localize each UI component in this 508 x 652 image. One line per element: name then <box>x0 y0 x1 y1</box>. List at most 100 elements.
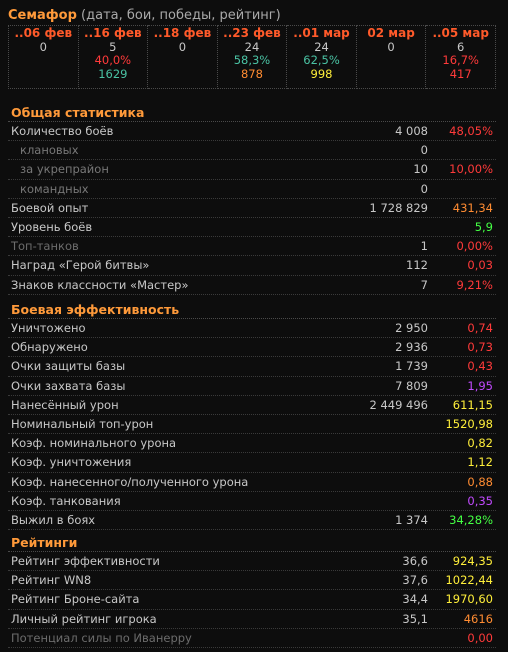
section-title: Рейтинги <box>8 534 496 552</box>
semafor-battles: 24 <box>314 39 329 54</box>
stat-label: за укрепрайон <box>20 162 109 177</box>
stat-label: Коэф. уничтожения <box>11 455 132 470</box>
stat-ratio: 4616 <box>463 611 493 626</box>
general-stats-section: Общая статистика Количество боёв 4 008 48,… <box>8 104 496 295</box>
stat-label: Рейтинг Броне-сайта <box>11 592 140 607</box>
stat-ratio: 5,9 <box>474 219 493 234</box>
semafor-winrate: 58,3% <box>233 53 271 67</box>
semafor-subtitle: (дата, бои, победы, рейтинг) <box>81 8 281 23</box>
semafor-date: ..16 фев <box>84 26 142 40</box>
stat-ratio: 431,34 <box>452 200 493 215</box>
semafor-row: ..06 фев 0 ..16 фев 5 40,0% 1629 ..18 фев 0 ..23… <box>8 25 496 89</box>
stat-value: 1 739 <box>395 359 428 374</box>
semafor-date: 02 мар <box>367 26 415 40</box>
semafor-header: Семафор (дата, бои, победы, рейтинг) <box>8 8 281 23</box>
stat-row: Рейтинг эффективности 36,6 924,35 <box>8 552 496 572</box>
stat-row: Рейтинг Броне-сайта 34,4 1970,60 <box>8 590 496 610</box>
semafor-cell: ..05 мар 6 16,7% 417 <box>425 25 496 89</box>
ratings-rows: Рейтинг эффективности 36,6 924,35 Рейтинг W… <box>8 552 496 648</box>
stat-ratio: 10,00% <box>449 162 493 177</box>
stat-label: Потенциал силы по Иванерру <box>11 630 192 645</box>
semafor-cell: ..06 фев 0 <box>8 25 79 89</box>
semafor-cell: 02 мар 0 <box>355 25 427 89</box>
stat-row: Потенциал силы по Иванерру 0,00 <box>8 629 496 648</box>
semafor-date: ..06 фев <box>14 26 73 40</box>
stat-ratio: 0,43 <box>467 359 493 374</box>
semafor-date: ..01 мар <box>293 26 350 40</box>
stat-ratio: 0,35 <box>467 493 493 508</box>
semafor-cell: ..01 мар 24 62,5% 998 <box>286 25 357 89</box>
stat-label: Личный рейтинг игрока <box>11 611 157 626</box>
stat-ratio: 1520,98 <box>445 416 493 431</box>
efficiency-rows: Уничтожено 2 950 0,74 Обнаружено 2 936 0,73 Оч… <box>8 319 496 531</box>
stat-ratio: 0,73 <box>467 340 493 355</box>
stat-row: Нанесённый урон 2 449 496 611,15 <box>8 396 496 415</box>
stat-ratio: 0,82 <box>467 436 493 451</box>
stat-ratio: 0,00 <box>467 630 493 645</box>
section-title: Общая статистика <box>8 104 496 122</box>
stat-label: Выжил в боях <box>11 512 96 527</box>
stat-row: Боевой опыт 1 728 829 431,34 <box>8 199 496 218</box>
stat-value: 1 <box>420 239 428 254</box>
stat-row: командных 0 <box>8 180 496 199</box>
semafor-winrate: 16,7% <box>442 53 479 67</box>
stat-value: 1 374 <box>395 512 428 527</box>
semafor-date: ..05 мар <box>432 26 489 40</box>
stat-row: Знаков классности «Мастер» 7 9,21% <box>8 276 496 295</box>
semafor-battles: 6 <box>457 39 465 54</box>
stat-ratio: 1970,60 <box>445 592 493 607</box>
stat-row: за укрепрайон 10 10,00% <box>8 160 496 180</box>
stat-ratio: 0,00% <box>456 239 493 254</box>
stat-label: Коэф. нанесенного/полученного урона <box>11 474 249 489</box>
stat-row: Наград «Герой битвы» 112 0,03 <box>8 256 496 276</box>
stat-value: 35,1 <box>402 611 428 626</box>
semafor-rating: 878 <box>240 66 263 81</box>
stat-ratio: 0,74 <box>467 321 493 335</box>
stat-value: 10 <box>413 162 428 177</box>
general-stats-rows: Количество боёв 4 008 48,05% клановых 0 за ук… <box>8 122 496 295</box>
stat-value: 0 <box>420 181 428 196</box>
stat-label: Боевой опыт <box>11 200 89 215</box>
stat-ratio: 1,95 <box>467 378 493 393</box>
stat-ratio: 34,28% <box>449 512 493 527</box>
stat-row: Номинальный топ-урон 1520,98 <box>8 415 496 435</box>
stat-ratio: 924,35 <box>452 554 493 568</box>
stat-row: Коэф. танкования 0,35 <box>8 492 496 511</box>
stat-row: Коэф. нанесенного/полученного урона 0,88 <box>8 473 496 492</box>
stat-label: клановых <box>20 143 79 158</box>
stat-ratio: 9,21% <box>456 277 493 292</box>
section-title: Боевая эффективность <box>8 301 496 319</box>
stat-row: Рейтинг WN8 37,6 1022,44 <box>8 571 496 591</box>
stat-row: Топ-танков 1 0,00% <box>8 237 496 257</box>
stat-value: 1 728 829 <box>369 200 428 215</box>
stat-row: Коэф. уничтожения 1,12 <box>8 453 496 473</box>
stat-label: Топ-танков <box>11 239 79 254</box>
stat-label: Очки захвата базы <box>11 378 126 393</box>
semafor-rating: 998 <box>310 66 333 81</box>
semafor-date: ..18 фев <box>153 26 212 40</box>
semafor-rating: 417 <box>449 66 472 81</box>
stat-label: Наград «Герой битвы» <box>11 258 150 273</box>
stat-label: Обнаружено <box>11 340 88 355</box>
stat-row: клановых 0 <box>8 141 496 161</box>
stat-label: Рейтинг WN8 <box>11 573 92 588</box>
stat-value: 2 449 496 <box>369 397 428 412</box>
semafor-battles: 24 <box>244 39 260 54</box>
semafor-cell: ..23 фев 24 58,3% 878 <box>216 25 288 89</box>
stat-row: Очки захвата базы 7 809 1,95 <box>8 377 496 396</box>
stat-value: 34,4 <box>402 592 428 607</box>
stat-label: командных <box>20 181 89 196</box>
semafor-cell: ..18 фев 0 <box>147 25 218 89</box>
semafor-date: ..23 фев <box>223 26 281 40</box>
semafor-battles: 0 <box>178 39 187 54</box>
stat-ratio: 1022,44 <box>445 573 493 588</box>
stat-label: Рейтинг эффективности <box>11 554 160 568</box>
stat-row: Обнаружено 2 936 0,73 <box>8 338 496 358</box>
stat-row: Очки защиты базы 1 739 0,43 <box>8 357 496 377</box>
stat-row: Уровень боёв 5,9 <box>8 218 496 238</box>
stat-label: Нанесённый урон <box>11 397 119 412</box>
stat-value: 0 <box>420 143 428 158</box>
stat-value: 7 809 <box>395 378 428 393</box>
semafor-winrate: 40,0% <box>94 53 132 67</box>
